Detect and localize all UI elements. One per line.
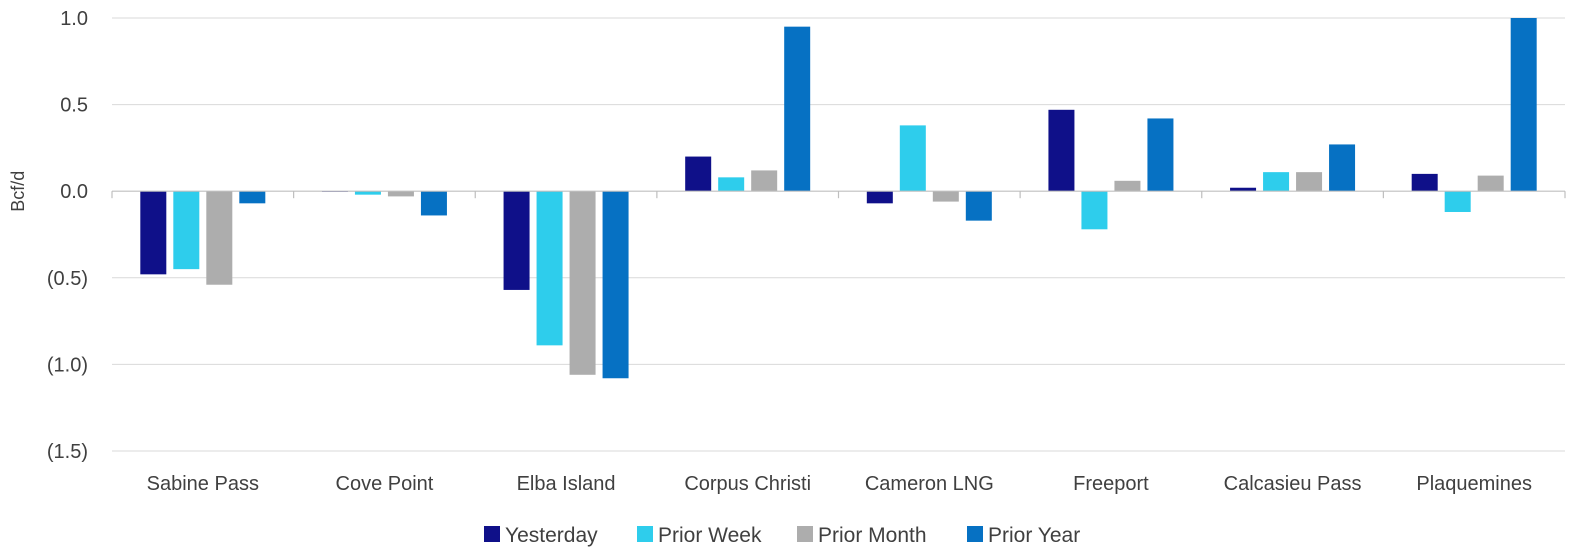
category-label: Corpus Christi — [684, 473, 811, 495]
y-tick-label: 1.0 — [60, 8, 88, 30]
bar-prior-month — [1477, 175, 1504, 192]
bar-prior-week — [536, 191, 563, 346]
legend-label: Yesterday — [505, 524, 598, 547]
bar-prior-year — [784, 26, 811, 192]
category-label: Sabine Pass — [147, 473, 259, 495]
legend-label: Prior Month — [818, 524, 927, 547]
category-label: Calcasieu Pass — [1224, 473, 1362, 495]
bar-prior-year — [602, 191, 629, 379]
bar-prior-week — [899, 125, 926, 192]
bar-prior-year — [239, 191, 266, 204]
legend-label: Prior Year — [988, 524, 1080, 547]
legend-swatch — [484, 526, 500, 542]
category-label: Cameron LNG — [865, 473, 994, 495]
bar-prior-week — [1444, 191, 1471, 212]
y-tick-label: (0.5) — [47, 268, 88, 290]
legend-swatch — [967, 526, 983, 542]
category-label: Cove Point — [336, 473, 434, 495]
category-label: Elba Island — [517, 473, 616, 495]
y-tick-label: (1.5) — [47, 441, 88, 463]
y-axis-label: Bcf/d — [8, 171, 28, 212]
category-label: Plaquemines — [1416, 473, 1532, 495]
bar-yesterday — [503, 191, 530, 290]
y-tick-label: (1.0) — [47, 354, 88, 376]
bar-prior-month — [206, 191, 233, 285]
bar-prior-month — [932, 191, 959, 202]
bar-prior-year — [1147, 118, 1174, 192]
bar-prior-month — [1296, 172, 1323, 192]
bar-prior-month — [569, 191, 596, 375]
bar-prior-year — [965, 191, 992, 221]
bar-yesterday — [866, 191, 893, 204]
y-tick-label: 0.0 — [60, 181, 88, 203]
bar-prior-week — [354, 191, 381, 195]
bar-prior-year — [1510, 18, 1537, 192]
category-label: Freeport — [1073, 473, 1149, 495]
bar-prior-week — [718, 177, 745, 192]
bar-yesterday — [1411, 173, 1438, 192]
legend-swatch — [637, 526, 653, 542]
bar-prior-month — [387, 191, 414, 197]
bar-prior-week — [1263, 172, 1290, 192]
bar-prior-month — [751, 170, 778, 192]
bar-prior-week — [173, 191, 200, 270]
bar-prior-month — [1114, 180, 1141, 192]
bar-prior-year — [1329, 144, 1356, 192]
bar-yesterday — [1048, 109, 1075, 192]
bar-prior-year — [420, 191, 447, 216]
bar-yesterday — [1230, 187, 1257, 192]
legend-swatch — [797, 526, 813, 542]
bar-yesterday — [140, 191, 167, 275]
bar-prior-week — [1081, 191, 1108, 230]
legend-label: Prior Week — [658, 524, 762, 547]
bar-yesterday — [685, 156, 712, 192]
y-tick-label: 0.5 — [60, 95, 88, 117]
